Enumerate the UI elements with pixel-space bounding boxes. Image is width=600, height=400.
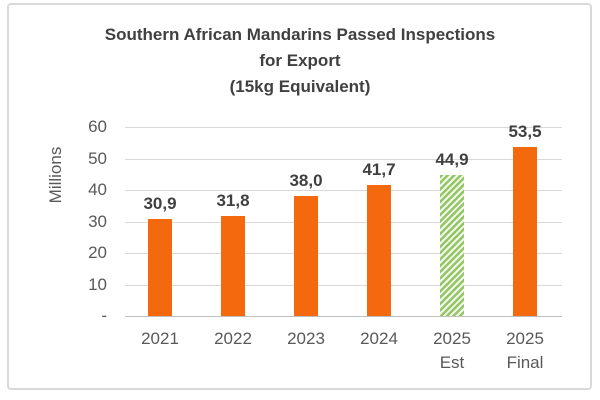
bar-value-label: 53,5 xyxy=(508,122,542,142)
y-tick-label: 20 xyxy=(88,243,107,262)
bar-2022 xyxy=(221,215,245,316)
y-tick-label: 30 xyxy=(88,211,107,231)
bar-2025-est xyxy=(440,174,464,316)
bar-value-label: 44,9 xyxy=(435,149,469,169)
y-tick-label: 50 xyxy=(88,148,107,168)
x-axis-label-2021: 2021 xyxy=(141,329,179,348)
gridline xyxy=(125,190,562,191)
chart-title-line-1: Southern African Mandarins Passed Inspec… xyxy=(104,25,496,44)
bar-value-label: 30,9 xyxy=(143,193,177,213)
gridline xyxy=(125,221,562,223)
bar-value-label: 38,0 xyxy=(289,171,323,191)
bar-2023 xyxy=(294,196,318,316)
y-tick-label: 10 xyxy=(88,274,107,294)
x-axis-label-2025-est: 2025 Est xyxy=(433,329,471,372)
x-axis-label-2024: 2024 xyxy=(360,329,398,348)
chart-title: Southern African Mandarins Passed Inspec… xyxy=(60,22,540,100)
bar-2025-final xyxy=(513,147,537,316)
bar-2024 xyxy=(367,184,391,316)
x-axis-label-2022: 2022 xyxy=(214,329,252,348)
gridline xyxy=(125,127,562,128)
bar-2021 xyxy=(148,218,172,316)
bar-value-label: 41,7 xyxy=(362,159,396,179)
chart-title-line-2: for Export xyxy=(259,51,341,70)
x-axis-label-2023: 2023 xyxy=(287,329,325,348)
y-tick-label: 40 xyxy=(88,180,107,199)
gridline xyxy=(125,253,562,254)
gridline xyxy=(125,158,562,160)
y-tick-label: 60 xyxy=(88,117,107,136)
y-tick-label: - xyxy=(101,306,107,325)
gridline xyxy=(125,284,562,286)
bar-value-label: 31,8 xyxy=(216,190,250,210)
x-axis-line xyxy=(125,316,562,317)
chart-title-line-3: (15kg Equivalent) xyxy=(229,77,371,96)
x-axis-label-2025-final: 2025 Final xyxy=(506,329,544,372)
